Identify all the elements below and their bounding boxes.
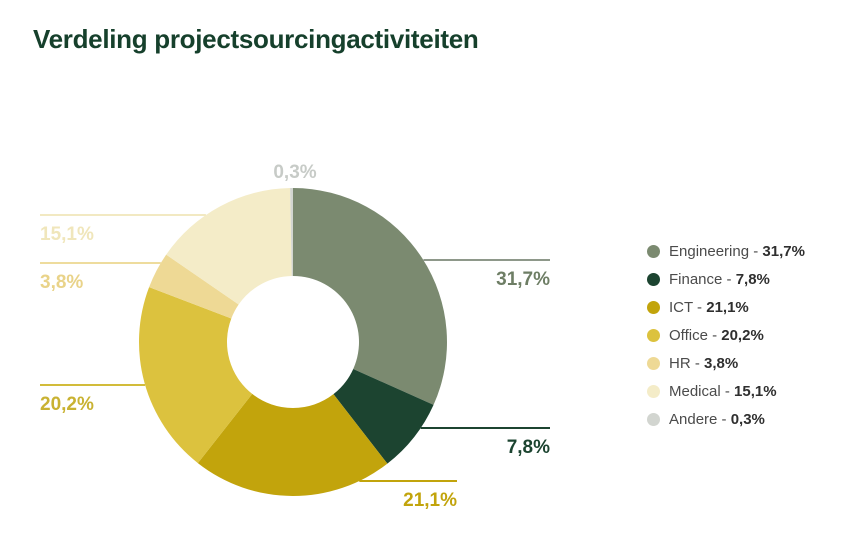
legend-dot-medical [647,384,660,398]
legend-label-medical: Medical - 15,1% [669,382,777,400]
legend-dot-engineering [647,244,660,258]
pie-slice-office[interactable] [138,287,253,464]
legend-item-finance[interactable]: Finance - 7,8% [647,265,805,293]
legend-label-engineering: Engineering - 31,7% [669,242,805,260]
slice-label-medical: 15,1% [40,224,94,245]
legend-label-ict: ICT - 21,1% [669,298,749,316]
legend-dot-ict [647,300,660,314]
page-title: Verdeling projectsourcingactiviteiten [33,24,479,54]
pie-slice-hr[interactable] [149,254,239,319]
slice-label-office: 20,2% [40,394,94,415]
pie-slice-medical[interactable] [166,188,292,305]
slice-label-engineering: 31,7% [496,269,550,290]
legend-item-engineering[interactable]: Engineering - 31,7% [647,237,805,265]
pie-slice-finance[interactable] [333,368,434,464]
legend-item-office[interactable]: Office - 20,2% [647,321,805,349]
pie-slice-engineering[interactable] [293,188,447,405]
legend-dot-office [647,328,660,342]
legend-label-finance: Finance - 7,8% [669,270,770,288]
slice-label-andere: 0,3% [273,162,316,183]
legend-item-hr[interactable]: HR - 3,8% [647,349,805,377]
legend-item-medical[interactable]: Medical - 15,1% [647,377,805,405]
pie-slice-andere[interactable] [290,188,293,277]
pie-slice-ict[interactable] [197,393,388,496]
legend-item-andere[interactable]: Andere - 0,3% [647,405,805,433]
legend-dot-finance [647,272,660,286]
legend-label-andere: Andere - 0,3% [669,410,765,428]
slice-label-ict: 21,1% [403,490,457,511]
legend: Engineering - 31,7% Finance - 7,8% ICT - 2… [647,237,805,433]
legend-dot-hr [647,356,660,370]
slice-label-finance: 7,8% [507,437,550,458]
legend-label-hr: HR - 3,8% [669,354,739,372]
slice-label-hr: 3,8% [40,272,83,293]
legend-dot-andere [647,412,660,426]
legend-label-office: Office - 20,2% [669,326,764,344]
legend-item-ict[interactable]: ICT - 21,1% [647,293,805,321]
